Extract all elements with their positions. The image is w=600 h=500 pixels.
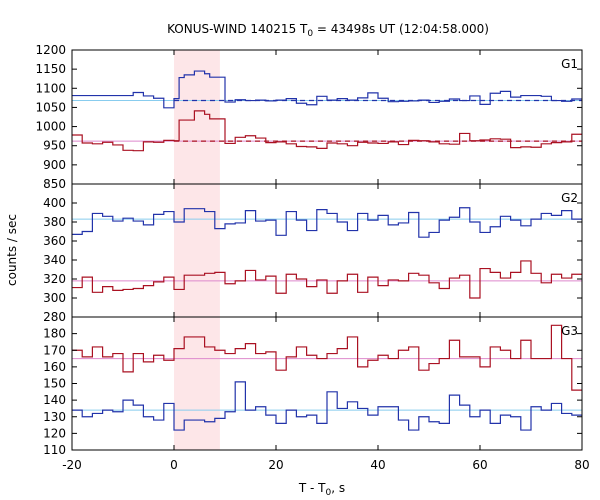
y-tick-label: 1200	[35, 43, 66, 57]
y-tick-label: 1150	[35, 62, 66, 76]
y-tick-label: 340	[43, 253, 66, 267]
y-tick-label: 150	[43, 377, 66, 391]
panel-label: G1	[561, 57, 578, 71]
y-tick-label: 280	[43, 310, 66, 324]
y-tick-label: 180	[43, 327, 66, 341]
y-tick-label: 950	[43, 139, 66, 153]
panel-label: G2	[561, 191, 578, 205]
series-g2-1	[72, 207, 582, 238]
panel-g1: 850 900 950 1000 1050 1100 1150 1200 G1	[35, 43, 583, 191]
y-tick-label: 160	[43, 360, 66, 374]
y-tick-label: 110	[43, 443, 66, 457]
panel-frame	[71, 183, 583, 318]
y-tick-label: 360	[43, 234, 66, 248]
panel-g2: 280 300 320 340 360 380 400 G2	[43, 183, 583, 324]
series-g3-1	[72, 381, 582, 431]
plot-panels: 85090095010001050110011501200G1280300320…	[35, 43, 589, 472]
x-tick-label: 60	[472, 458, 487, 472]
y-axis-label: counts / sec	[5, 214, 19, 286]
y-tick-label: 120	[43, 426, 66, 440]
x-tick-label: 80	[574, 458, 589, 472]
x-tick-label: 40	[370, 458, 385, 472]
x-tick-label: 0	[170, 458, 178, 472]
highlight-interval	[174, 50, 220, 450]
y-tick-label: 1100	[35, 81, 66, 95]
chart-title: KONUS-WIND 140215 T0 = 43498s UT (12:04:…	[167, 22, 489, 39]
panel-g3: 110 120 130 140 150 160 170 180 G3	[43, 316, 583, 457]
y-tick-label: 1050	[35, 100, 66, 114]
y-tick-label: 320	[43, 272, 66, 286]
x-axis-label: T - T0, s	[298, 481, 345, 498]
y-tick-label: 140	[43, 393, 66, 407]
series-g1-1	[72, 70, 582, 109]
y-tick-label: 380	[43, 215, 66, 229]
series-g2-2	[72, 260, 582, 299]
y-tick-label: 1000	[35, 120, 66, 134]
y-tick-label: 850	[43, 177, 66, 191]
series-g1-2	[72, 110, 582, 152]
y-tick-label: 900	[43, 158, 66, 172]
x-tick-label: 20	[268, 458, 283, 472]
y-tick-label: 130	[43, 410, 66, 424]
panel-frame	[71, 49, 583, 185]
y-tick-label: 300	[43, 291, 66, 305]
x-tick-label: -20	[62, 458, 82, 472]
panel-frame	[71, 316, 583, 451]
y-tick-label: 170	[43, 343, 66, 357]
y-tick-label: 400	[43, 196, 66, 210]
panel-label: G3	[561, 324, 578, 338]
series-g3-2	[72, 324, 582, 391]
